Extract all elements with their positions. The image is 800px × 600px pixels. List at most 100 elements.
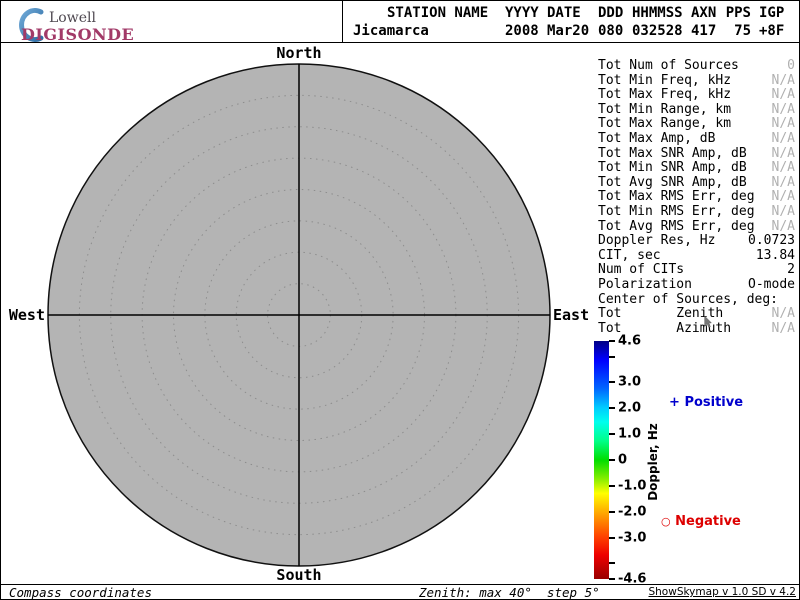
stat-row: Tot Max Amp, dB N/A <box>598 130 795 147</box>
station-table-column: YYYY 2008 <box>505 4 539 40</box>
colorbar-tick <box>609 536 615 539</box>
colorbar-tick-label: -1.0 <box>618 478 647 494</box>
station-header-table: STATION NAME Jicamarca YYYY 2008 DATE Mar20 DD… <box>353 4 787 40</box>
stat-row: Tot Min Range, km N/A <box>598 101 795 118</box>
coordinate-system-label: Compass coordinates <box>9 585 152 600</box>
stat-value: N/A <box>771 174 795 190</box>
column-header: AXN <box>691 5 717 21</box>
colorbar-tick-label: 0 <box>618 452 628 468</box>
column-header: PPS <box>725 5 751 21</box>
colorbar-tick-label: -3.0 <box>618 530 647 546</box>
colorbar-tick <box>609 578 615 580</box>
stat-value: 0 <box>787 58 795 73</box>
stat-row: Tot Avg RMS Err, deg N/A <box>598 218 795 235</box>
statistics-panel: Tot Num of Sources 0 Tot Min Freq, kHz N/A T… <box>598 58 795 337</box>
version-label: ShowSkymap v 1.0 SD v 4.2 <box>648 586 796 598</box>
stat-row: Polarization O-mode <box>598 276 795 293</box>
colorbar-tick <box>609 562 615 565</box>
stat-value: 13.84 <box>755 247 795 263</box>
stat-label: Center of Sources, deg: <box>598 291 779 307</box>
column-value: +8F <box>759 23 785 39</box>
stat-label: Tot Min Range, km <box>598 101 732 117</box>
compass-label-south: South <box>276 566 322 584</box>
stat-value: N/A <box>771 72 795 88</box>
compass-label-west: West <box>8 306 45 324</box>
column-header: IGP <box>759 5 785 21</box>
stat-row: Tot Num of Sources 0 <box>598 58 795 74</box>
stat-label: Tot Min Freq, kHz <box>598 72 732 88</box>
stat-label: Tot Avg RMS Err, deg <box>598 218 755 234</box>
stat-row: Tot Min Freq, kHz N/A <box>598 72 795 89</box>
stat-row: Center of Sources, deg: <box>598 291 795 308</box>
colorbar-tick <box>609 407 615 410</box>
footer-divider <box>1 584 799 585</box>
column-header: HHMMSS <box>632 5 683 21</box>
colorbar-tick <box>609 459 615 461</box>
stat-label: Tot Min RMS Err, deg <box>598 203 755 219</box>
colorbar-tick-label: -4.6 <box>618 571 647 587</box>
stat-value: N/A <box>771 130 795 146</box>
stat-value: N/A <box>771 189 795 205</box>
plus-marker-icon: + <box>669 395 680 410</box>
crescent-icon <box>19 8 44 42</box>
logo-text-digisonde: DIGISONDE <box>21 25 135 44</box>
header-vertical-divider <box>342 1 343 42</box>
doppler-colorbar <box>594 341 609 579</box>
stat-label: Tot Azimuth <box>598 320 732 336</box>
colorbar-axis-label: Doppler, Hz <box>646 423 660 501</box>
stat-row: Tot Azimuth N/A <box>598 320 795 337</box>
colorbar-tick <box>609 510 615 513</box>
stat-label: Doppler Res, Hz <box>598 233 716 249</box>
column-header: DDD <box>598 5 624 21</box>
station-table-column: IGP +8F <box>759 4 787 40</box>
colorbar-tick <box>609 433 615 436</box>
station-table-column: PPS 75 <box>725 4 751 40</box>
stat-row: Tot Zenith N/A <box>598 306 795 322</box>
stat-value: N/A <box>771 320 795 336</box>
stat-value: N/A <box>771 218 795 234</box>
colorbar-tick <box>609 340 615 342</box>
column-header: DATE <box>547 5 581 21</box>
colorbar-tick-label: 4.6 <box>618 333 642 349</box>
column-header: YYYY <box>505 5 539 21</box>
compass-label-east: East <box>553 306 590 324</box>
column-value: 080 <box>598 23 624 39</box>
colorbar-tick-label: 1.0 <box>618 426 642 442</box>
station-table-column: HHMMSS 032528 <box>632 4 683 40</box>
legend-negative-label: Negative <box>675 514 741 529</box>
column-header: STATION NAME <box>387 5 489 21</box>
column-value: Jicamarca <box>353 23 429 39</box>
stat-label: Polarization <box>598 276 692 292</box>
stat-value: N/A <box>771 87 795 103</box>
colorbar-tick <box>609 484 615 487</box>
column-value: 75 <box>734 23 751 39</box>
column-value: 417 <box>691 23 717 39</box>
colorbar-tick <box>609 381 615 384</box>
compass-label-north: North <box>276 44 322 62</box>
stat-value: N/A <box>771 145 795 161</box>
stat-label: Num of CITs <box>598 262 685 278</box>
stat-value: N/A <box>771 203 795 219</box>
station-table-column: DDD 080 <box>598 4 624 40</box>
station-table-column: STATION NAME Jicamarca <box>353 4 497 40</box>
station-table-column: DATE Mar20 <box>547 4 590 40</box>
column-value: Mar20 <box>547 23 590 39</box>
stat-row: Tot Min RMS Err, deg N/A <box>598 203 795 220</box>
colorbar-tick <box>609 355 615 358</box>
stat-label: CIT, sec <box>598 247 661 263</box>
stat-value: O-mode <box>748 276 795 292</box>
stat-row: Tot Max Freq, kHz N/A <box>598 88 795 103</box>
stat-row: Doppler Res, Hz 0.0723 <box>598 234 795 249</box>
station-table-column: AXN 417 <box>691 4 717 40</box>
stat-row: Num of CITs 2 <box>598 263 795 278</box>
colorbar-tick-label: 2.0 <box>618 400 642 416</box>
stat-label: Tot Zenith <box>598 306 724 322</box>
stat-value: N/A <box>771 116 795 132</box>
stat-label: Tot Min SNR Amp, dB <box>598 160 747 176</box>
legend-negative: ○ Negative <box>661 514 741 529</box>
stat-row: Tot Max RMS Err, deg N/A <box>598 190 795 205</box>
stat-label: Tot Num of Sources <box>598 58 739 73</box>
stat-row: Tot Min SNR Amp, dB N/A <box>598 161 795 176</box>
